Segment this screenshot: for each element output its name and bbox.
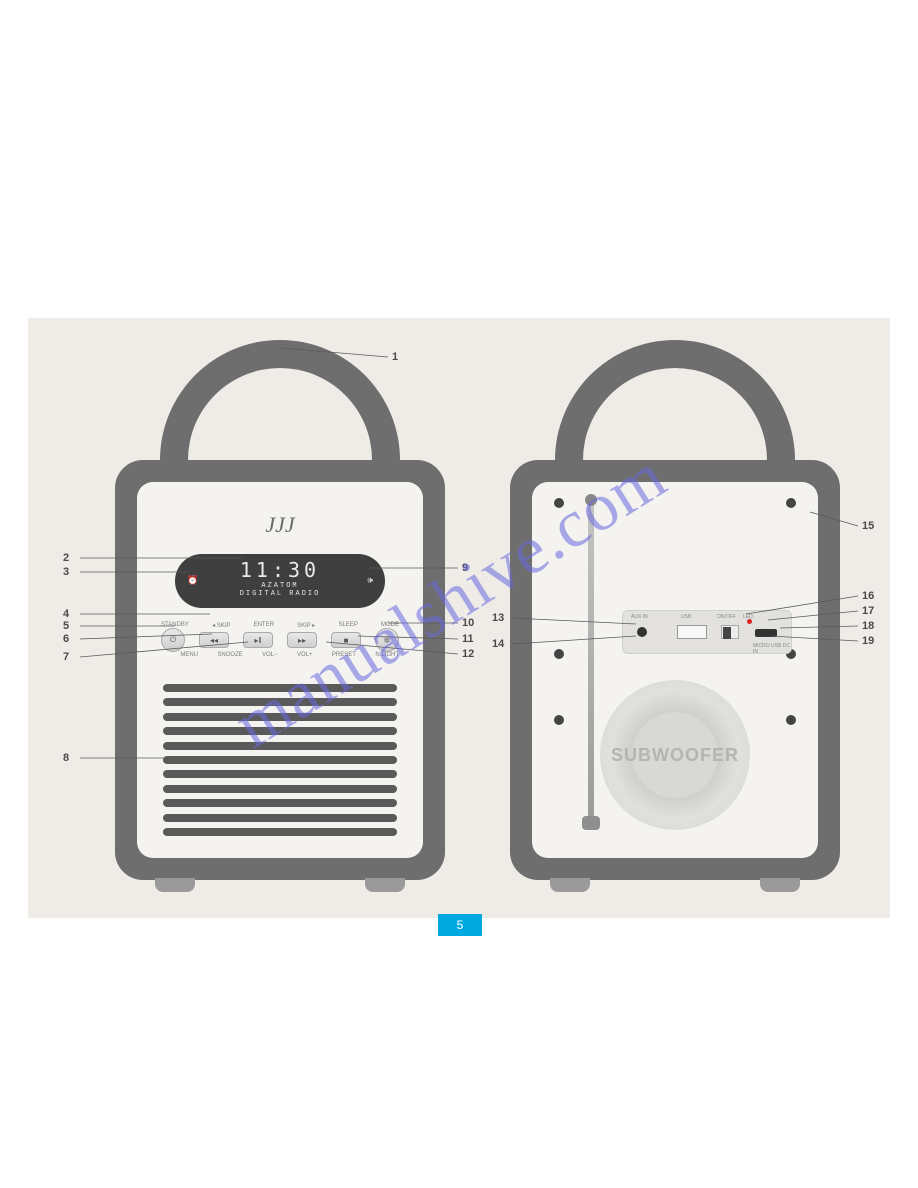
skip-next-button[interactable]: ▸▸ [287,632,317,648]
switch-label: ON/OFF [717,614,736,620]
feet-back [550,878,800,892]
enter-button[interactable]: ▸‖ [243,632,273,648]
sleep-button[interactable]: ■ [331,632,361,648]
lbl-snooze: SNOOZE [217,652,242,658]
button-bottom-labels: MENU SNOOZE VOL− VOL+ PRESET N.LIGHT [161,652,399,658]
lbl-skip-next: SKIP ▸ [297,622,315,629]
callout-3: 3 [63,566,69,578]
radio-body-front: ЈЈЈ ⏰ 11:30 AZATOM DIGITAL RADIO 🕪 STAND… [115,460,445,880]
display-time: 11:30 [175,558,385,582]
callout-9: 9 [462,562,468,574]
lcd-display: ⏰ 11:30 AZATOM DIGITAL RADIO 🕪 [175,554,385,608]
callout-2: 2 [63,552,69,564]
lbl-vol-down: VOL− [262,652,278,658]
micro-label: MICRO USB DC IN [753,643,791,655]
feet-front [155,878,405,892]
callout-17: 17 [862,605,874,617]
lbl-vol-up: VOL+ [297,652,313,658]
callout-16: 16 [862,590,874,602]
lbl-nlight: N.LIGHT [375,652,399,658]
display-line1: AZATOM [175,582,385,590]
callout-8: 8 [63,752,69,764]
micro-usb-port [755,629,777,637]
callout-7: 7 [63,651,69,663]
mode-button[interactable]: ✲ [375,628,399,652]
lbl-sleep: SLEEP [338,622,357,629]
callout-10: 10 [462,617,474,629]
callout-11: 11 [462,633,474,645]
callout-5: 5 [63,620,69,632]
speaker-icon: 🕪 [367,576,373,586]
callout-19: 19 [862,635,874,647]
lbl-skip-prev: ◂ SKIP [212,622,230,629]
lbl-preset: PRESET [332,652,356,658]
charge-led [747,619,752,624]
callout-6: 6 [63,633,69,645]
aux-jack [637,627,647,637]
power-switch[interactable] [721,625,739,639]
radio-front-view: ЈЈЈ ⏰ 11:30 AZATOM DIGITAL RADIO 🕪 STAND… [115,340,445,900]
button-top-labels: STANDBY ◂ SKIP ENTER SKIP ▸ SLEEP MODE [161,622,399,629]
radio-back-view: AUX IN USB ON/OFF LED MICRO USB DC IN SU… [510,340,840,900]
radio-body-back: AUX IN USB ON/OFF LED MICRO USB DC IN SU… [510,460,840,880]
button-row: ⏻ ◂◂ ▸‖ ▸▸ ■ ✲ [161,632,399,652]
callout-14: 14 [492,638,504,650]
callout-4: 4 [63,608,69,620]
radio-face-front: ЈЈЈ ⏰ 11:30 AZATOM DIGITAL RADIO 🕪 STAND… [137,482,423,858]
callout-15: 15 [862,520,874,532]
callout-1: 1 [392,351,398,363]
subwoofer: SUBWOOFER [600,680,750,830]
antenna [588,502,594,822]
usb-port [677,625,707,639]
callout-12: 12 [462,648,474,660]
usb-label: USB [681,614,691,620]
lbl-menu: MENU [180,652,198,658]
alarm-icon: ⏰ [187,576,198,586]
callout-13: 13 [492,612,504,624]
port-panel: AUX IN USB ON/OFF LED MICRO USB DC IN [622,610,792,654]
lbl-enter: ENTER [254,622,274,629]
display-line2: DIGITAL RADIO [175,590,385,598]
radio-face-back: AUX IN USB ON/OFF LED MICRO USB DC IN SU… [532,482,818,858]
standby-button[interactable]: ⏻ [161,628,185,652]
aux-label: AUX IN [631,614,648,620]
skip-prev-button[interactable]: ◂◂ [199,632,229,648]
brand-logo: ЈЈЈ [265,512,294,538]
callout-18: 18 [862,620,874,632]
page-number: 5 [438,914,482,936]
speaker-grille [163,684,397,836]
